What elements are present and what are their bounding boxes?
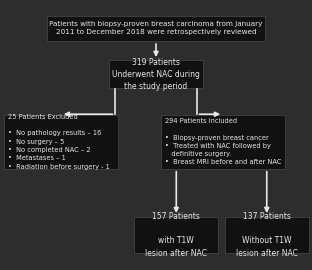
Text: 294 Patients included

•  Biopsy-proven breast cancer
•  Treated with NAC follow: 294 Patients included • Biopsy-proven br… <box>165 118 281 165</box>
FancyBboxPatch shape <box>47 15 265 41</box>
FancyBboxPatch shape <box>4 115 118 169</box>
FancyBboxPatch shape <box>162 115 285 169</box>
Text: 319 Patients
Underwent NAC during
the study period: 319 Patients Underwent NAC during the st… <box>112 58 200 91</box>
FancyBboxPatch shape <box>134 217 218 253</box>
Text: Patients with biopsy-proven breast carcinoma from January
2011 to December 2018 : Patients with biopsy-proven breast carci… <box>49 21 263 35</box>
FancyBboxPatch shape <box>225 217 309 253</box>
Text: 157 Patients

with T1W
lesion after NAC: 157 Patients with T1W lesion after NAC <box>145 212 207 258</box>
FancyBboxPatch shape <box>109 60 203 89</box>
Text: 25 Patients Excluded

•  No pathology results – 16
•  No surgery – 5
•  No compl: 25 Patients Excluded • No pathology resu… <box>8 114 110 170</box>
Text: 137 Patients

Without T1W
lesion after NAC: 137 Patients Without T1W lesion after NA… <box>236 212 298 258</box>
